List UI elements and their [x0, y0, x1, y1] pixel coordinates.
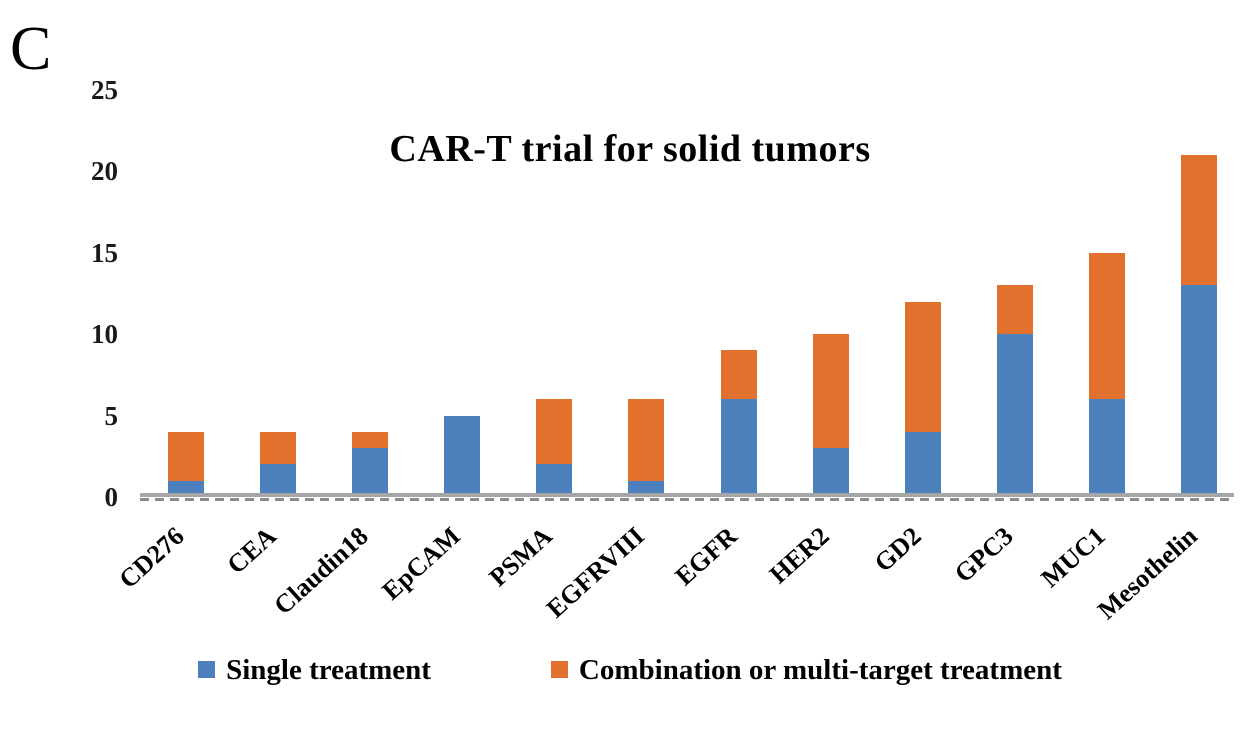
bar-segment-cea-single — [260, 464, 297, 497]
bar-segment-gpc3-combination — [996, 285, 1033, 335]
legend-label: Single treatment — [226, 654, 431, 686]
y-axis-tick-label: 5 — [104, 400, 119, 431]
bar-segment-egfr-single — [720, 399, 757, 497]
bar-segment-egfrviii-combination — [628, 399, 665, 481]
bar-segment-her2-combination — [812, 334, 849, 449]
x-axis-line — [140, 493, 1234, 497]
bar-segment-gd2-combination — [904, 301, 941, 432]
bar-segment-gd2-single — [904, 431, 941, 497]
bar-segment-psma-single — [536, 464, 573, 497]
y-axis-tick-label: 25 — [91, 75, 118, 105]
bar-segment-cea-combination — [260, 431, 297, 465]
bar-segment-her2-single — [812, 448, 849, 497]
bar-segment-muc1-combination — [1088, 252, 1125, 400]
bar-segment-muc1-single — [1088, 399, 1125, 497]
y-axis-tick-label: 15 — [91, 237, 118, 268]
legend-label: Combination or multi-target treatment — [578, 654, 1062, 686]
bar-segment-gpc3-single — [996, 334, 1033, 497]
bar-segment-claudin18-single — [352, 448, 389, 497]
x-axis-tick-marks — [140, 498, 1234, 501]
chart-title: CAR-T trial for solid tumors — [389, 128, 871, 170]
bar-segment-epcam-single — [444, 415, 481, 497]
bar-segment-mesothelin-single — [1180, 285, 1217, 497]
panel-letter-label: C — [10, 15, 52, 83]
bar-segment-claudin18-combination — [352, 431, 389, 449]
bar-segment-egfrviii-single — [628, 480, 665, 497]
legend-item-single-treatment: Single treatment — [198, 652, 431, 688]
legend-item-combination-treatment: Combination or multi-target treatment — [550, 652, 1062, 688]
y-axis-tick-label: 10 — [91, 319, 118, 350]
y-axis-tick-label: 0 — [104, 482, 119, 512]
y-axis-tick-label: 20 — [91, 156, 118, 187]
bar-segment-mesothelin-combination — [1180, 155, 1217, 286]
legend-swatch-icon — [550, 661, 568, 678]
chart-legend: Single treatment Combination or multi-tar… — [0, 652, 1260, 688]
bar-segment-psma-combination — [536, 399, 573, 465]
bar-segment-egfr-combination — [720, 350, 757, 400]
bar-segment-cd276-single — [168, 480, 205, 497]
bar-segment-cd276-combination — [168, 431, 205, 481]
legend-swatch-icon — [198, 661, 216, 678]
